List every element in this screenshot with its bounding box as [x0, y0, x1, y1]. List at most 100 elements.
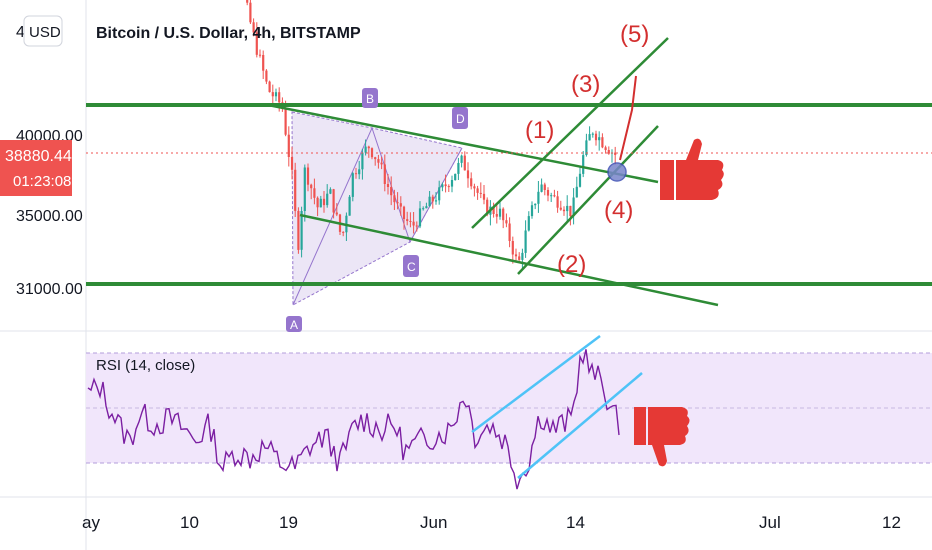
- x-tick-label: 10: [180, 513, 199, 532]
- candle-body: [598, 137, 601, 141]
- svg-text:B: B: [366, 92, 374, 106]
- candle-body: [591, 133, 594, 135]
- y-tick-label: 31000.00: [16, 281, 83, 298]
- candle-body: [540, 184, 543, 192]
- candle-body: [466, 170, 470, 179]
- candle-body: [495, 214, 498, 217]
- x-tick-label: 19: [279, 513, 298, 532]
- candle-body: [306, 167, 310, 185]
- candle-body: [367, 146, 370, 149]
- candle-body: [527, 216, 530, 231]
- candle-body: [546, 190, 550, 196]
- candle-body: [463, 155, 466, 171]
- candle-body: [508, 223, 511, 241]
- candle-body: [274, 92, 278, 97]
- candle-body: [434, 200, 438, 202]
- candle-body: [332, 189, 335, 213]
- candle-body: [470, 178, 473, 187]
- pattern-point-d: D: [452, 107, 468, 129]
- candle-body: [447, 186, 450, 188]
- candle-body: [271, 92, 274, 97]
- currency-button[interactable]: [23, 15, 63, 47]
- svg-text:D: D: [456, 112, 465, 126]
- candle-body: [588, 134, 591, 141]
- candle-body: [572, 197, 575, 217]
- candle-body: [383, 164, 386, 184]
- pattern-point-b: B: [362, 88, 378, 108]
- price-badge: [0, 140, 72, 196]
- candle-body: [614, 152, 617, 155]
- candle-body: [246, 0, 249, 3]
- x-tick-label: ay: [82, 513, 100, 532]
- candle-body: [607, 150, 610, 154]
- candle-body: [482, 193, 486, 200]
- candle-body: [534, 203, 537, 206]
- pattern-point-a: A: [286, 316, 302, 332]
- candle-body: [569, 205, 572, 217]
- candle-body: [335, 212, 338, 215]
- candle-body: [313, 188, 316, 198]
- candle-body: [393, 195, 396, 203]
- candle-body: [377, 159, 380, 163]
- candle-body: [364, 146, 367, 153]
- rsi-channel-upper: [471, 335, 601, 433]
- candle-body: [521, 252, 524, 260]
- candle-body: [294, 169, 297, 211]
- candle-body: [575, 186, 578, 198]
- candle-body: [287, 134, 290, 157]
- candle-body: [316, 197, 319, 208]
- candle-body: [380, 162, 383, 165]
- candle-body: [537, 191, 540, 204]
- candle-body: [361, 152, 364, 170]
- candle-body: [406, 219, 409, 221]
- candle-body: [422, 208, 425, 210]
- candle-body: [342, 231, 345, 233]
- rsi-channel-lower: [517, 372, 643, 479]
- candle-body: [329, 189, 332, 194]
- candle-body: [409, 221, 412, 222]
- candle-body: [319, 198, 322, 208]
- candle-body: [415, 225, 418, 227]
- descending-trendline-lower: [299, 213, 719, 307]
- wave-label-2: (2): [557, 251, 586, 278]
- candle-body: [450, 180, 454, 187]
- candle-body: [428, 196, 431, 207]
- candle-body: [303, 167, 306, 211]
- candle-body: [530, 205, 534, 217]
- candle-body: [431, 196, 434, 202]
- candle-body: [502, 208, 505, 221]
- price-badge-price: 38880.44: [5, 148, 72, 165]
- wave-label-3: (3): [571, 71, 600, 98]
- candle-body: [486, 199, 489, 215]
- candle-body: [454, 173, 457, 181]
- wave-5-projection: [619, 75, 637, 161]
- candle-body: [322, 198, 326, 206]
- candle-body: [374, 157, 377, 160]
- candle-body: [326, 193, 329, 206]
- x-tick-label: Jul: [759, 513, 781, 532]
- candle-body: [559, 207, 562, 210]
- candle-body: [438, 187, 441, 201]
- rsi-line: [87, 349, 620, 490]
- candle-body: [258, 54, 262, 56]
- candle-body: [601, 137, 604, 148]
- wave-4-marker: [607, 162, 627, 182]
- candle-body: [543, 184, 546, 190]
- candle-body: [249, 2, 252, 23]
- candle-body: [386, 184, 390, 187]
- chart-title: Bitcoin / U.S. Dollar, 4h, BITSTAMP: [96, 25, 361, 42]
- descending-trendline-upper: [267, 103, 659, 184]
- pattern-point-c: C: [403, 255, 419, 277]
- thumbs-down-icon: [634, 407, 690, 467]
- candle-body: [348, 196, 351, 216]
- candle-body: [479, 192, 482, 194]
- candle-body: [518, 256, 521, 260]
- candle-body: [604, 147, 607, 150]
- ascending-channel-upper: [471, 37, 669, 229]
- candle-body: [351, 173, 354, 197]
- candle-body: [585, 140, 588, 155]
- candle-body: [399, 203, 402, 207]
- candle-body: [268, 81, 271, 93]
- svg-text:C: C: [407, 260, 416, 274]
